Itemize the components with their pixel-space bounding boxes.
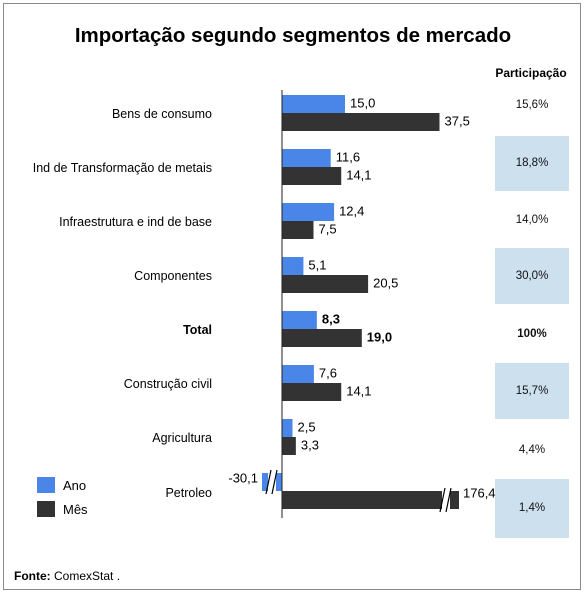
bar-ano	[282, 311, 317, 329]
legend-label-mes: Mês	[63, 502, 88, 517]
legend-swatch-ano	[37, 477, 55, 493]
category-label: Total	[183, 323, 212, 337]
bar-mes	[282, 167, 342, 185]
data-label-mes: 20,5	[373, 275, 398, 290]
axis-break-mark	[265, 469, 272, 495]
axis-break-mark	[445, 487, 452, 513]
source-note: Fonte: ComexStat .	[14, 569, 120, 583]
data-label-ano: 2,5	[298, 419, 316, 434]
source-label: Fonte:	[14, 569, 51, 583]
data-label-mes: 14,1	[346, 167, 371, 182]
data-label-ano: 5,1	[308, 257, 326, 272]
bar-mes	[282, 383, 342, 401]
bar-mes	[282, 113, 440, 131]
bar-ano	[282, 203, 335, 221]
participation-value: 100%	[517, 328, 547, 340]
bar-mes	[282, 275, 369, 293]
data-label-ano: 11,6	[336, 149, 360, 164]
participation-value: 15,6%	[515, 99, 549, 111]
data-label-mes: 19,0	[367, 329, 392, 344]
bar-ano	[282, 419, 293, 437]
category-label: Infraestrutura e ind de base	[59, 215, 212, 229]
data-label-mes: 37,5	[445, 113, 470, 128]
bar-mes	[282, 491, 459, 509]
participation-value: 15,7%	[495, 363, 569, 419]
data-label-ano: -30,1	[228, 470, 258, 485]
bar-ano	[282, 257, 304, 275]
bar-mes	[282, 437, 296, 455]
category-label: Ind de Transformação de metais	[32, 161, 212, 175]
bar-ano	[282, 95, 345, 113]
source-text: ComexStat .	[54, 569, 121, 583]
data-label-mes: 176,4	[463, 485, 496, 500]
category-label: Construção civil	[123, 377, 212, 391]
data-label-ano: 12,4	[339, 203, 364, 218]
chart-title: Importação segundo segmentos de mercado	[74, 24, 512, 47]
legend-label-ano: Ano	[63, 478, 87, 493]
category-label: Componentes	[134, 269, 212, 283]
participation-value: 1,4%	[495, 478, 569, 538]
data-label-ano: 7,6	[319, 365, 337, 380]
axis-break-gap	[442, 489, 450, 511]
category-label: Bens de consumo	[111, 107, 212, 121]
axis-break-gap	[268, 471, 276, 493]
axis-break-mark	[271, 469, 278, 495]
bar-ano	[282, 365, 314, 383]
data-label-ano: 8,3	[322, 311, 340, 326]
legend-swatch-mes	[37, 501, 55, 517]
participation-header: Participação	[495, 66, 567, 80]
category-label: Petroleo	[165, 486, 212, 500]
data-label-mes: 7,5	[319, 221, 337, 236]
bar-mes	[282, 329, 362, 347]
participation-value: 14,0%	[515, 214, 549, 226]
data-label-mes: 14,1	[346, 383, 371, 398]
participation-value: 30,0%	[495, 248, 569, 304]
data-label-ano: 15,0	[350, 95, 375, 110]
bar-ano	[282, 149, 331, 167]
participation-value: 4,4%	[518, 444, 546, 456]
axis-break-mark	[439, 487, 446, 513]
participation-value: 18,8%	[495, 135, 569, 191]
category-label: Agricultura	[152, 431, 212, 445]
bar-mes	[282, 221, 314, 239]
data-label-mes: 3,3	[301, 437, 319, 452]
